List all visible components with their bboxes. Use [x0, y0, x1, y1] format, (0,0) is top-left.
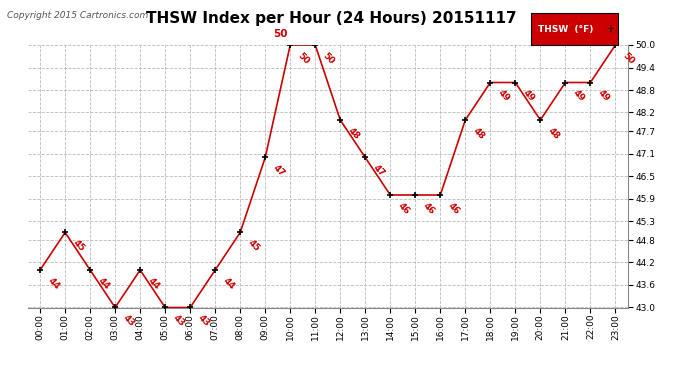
Text: 48: 48 — [346, 126, 361, 141]
Text: 43: 43 — [196, 313, 211, 328]
Text: 44: 44 — [96, 276, 111, 291]
Text: THSW Index per Hour (24 Hours) 20151117: THSW Index per Hour (24 Hours) 20151117 — [146, 11, 517, 26]
Text: 43: 43 — [170, 313, 186, 328]
Text: 48: 48 — [471, 126, 486, 141]
Text: 43: 43 — [121, 313, 136, 328]
Text: 44: 44 — [146, 276, 161, 291]
Text: 49: 49 — [596, 88, 611, 104]
Text: +: + — [606, 24, 614, 34]
Text: 47: 47 — [371, 163, 386, 178]
Text: 49: 49 — [496, 88, 511, 104]
Text: 44: 44 — [221, 276, 236, 291]
Text: 50: 50 — [273, 30, 288, 39]
Text: 50: 50 — [296, 51, 311, 66]
Text: 50: 50 — [321, 51, 336, 66]
Text: 44: 44 — [46, 276, 61, 291]
Text: 46: 46 — [396, 201, 411, 216]
Text: THSW  (°F): THSW (°F) — [538, 25, 593, 34]
Text: 47: 47 — [270, 163, 286, 178]
Text: Copyright 2015 Cartronics.com: Copyright 2015 Cartronics.com — [7, 11, 148, 20]
Text: 49: 49 — [571, 88, 586, 104]
Text: 48: 48 — [546, 126, 561, 141]
Text: 46: 46 — [421, 201, 436, 216]
Text: 46: 46 — [446, 201, 461, 216]
Text: 45: 45 — [70, 238, 86, 254]
Text: 49: 49 — [521, 88, 536, 104]
Text: 50: 50 — [621, 51, 636, 66]
Text: 45: 45 — [246, 238, 261, 254]
